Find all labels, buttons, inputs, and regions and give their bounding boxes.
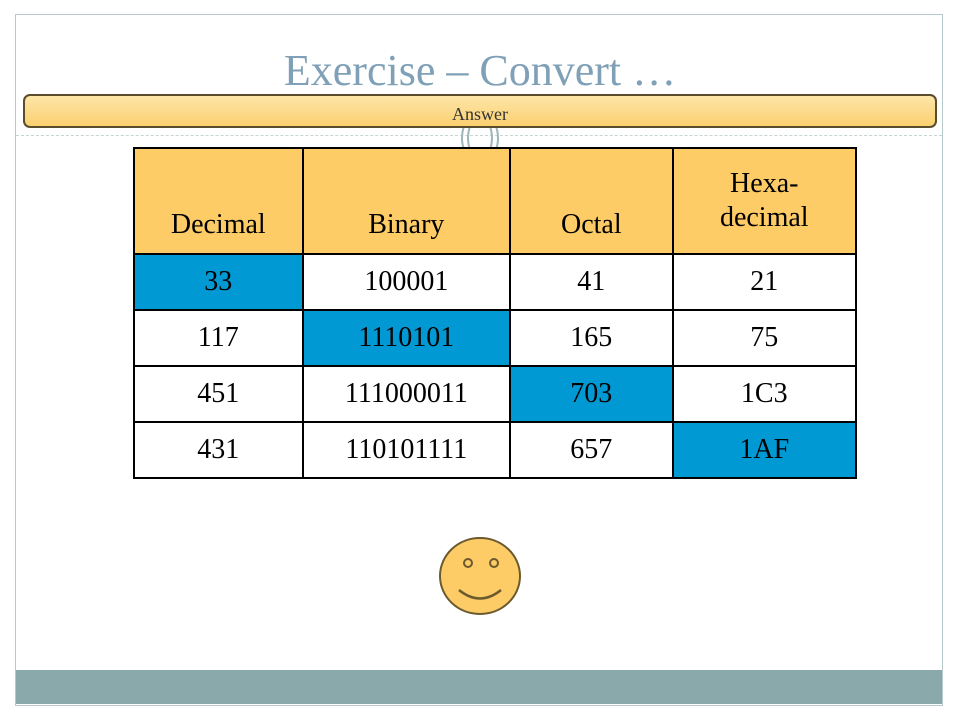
- table-cell: 1AF: [671, 421, 858, 479]
- header-octal: Octal: [509, 147, 674, 255]
- table-cell: 657: [509, 421, 674, 479]
- table-cell: 703: [509, 365, 674, 423]
- table-cell: 451: [133, 365, 304, 423]
- table-cell: 165: [509, 309, 674, 367]
- table-row: 451 111000011 703 1C3: [133, 365, 858, 423]
- table-cell: 41: [509, 253, 674, 311]
- title-divider: [16, 135, 942, 136]
- slide-title: Exercise – Convert …: [283, 46, 677, 95]
- answer-label: Answer: [452, 104, 508, 124]
- header-decimal: Decimal: [133, 147, 304, 255]
- table-row: 33 100001 41 21: [133, 253, 858, 311]
- table-header-row: Decimal Binary Octal Hexa-decimal: [133, 147, 858, 255]
- table-cell: 117: [133, 309, 304, 367]
- table-cell: 1C3: [671, 365, 858, 423]
- table-row: 117 1110101 165 75: [133, 309, 858, 367]
- footer-bar: [16, 670, 942, 704]
- table-cell: 431: [133, 421, 304, 479]
- header-binary: Binary: [301, 147, 512, 255]
- table-cell: 111000011: [301, 365, 512, 423]
- table-cell: 100001: [301, 253, 512, 311]
- conversion-table: Decimal Binary Octal Hexa-decimal 33 100…: [133, 147, 858, 479]
- smiley-face-icon: [439, 537, 521, 615]
- table-row: 431 110101111 657 1AF: [133, 421, 858, 479]
- table-cell: 33: [133, 253, 304, 311]
- table-cell: 1110101: [301, 309, 512, 367]
- table-cell: 110101111: [301, 421, 512, 479]
- header-hexadecimal: Hexa-decimal: [671, 147, 858, 255]
- table-cell: 21: [671, 253, 858, 311]
- table-cell: 75: [671, 309, 858, 367]
- answer-banner[interactable]: Answer: [23, 94, 937, 128]
- slide-frame: [15, 14, 943, 706]
